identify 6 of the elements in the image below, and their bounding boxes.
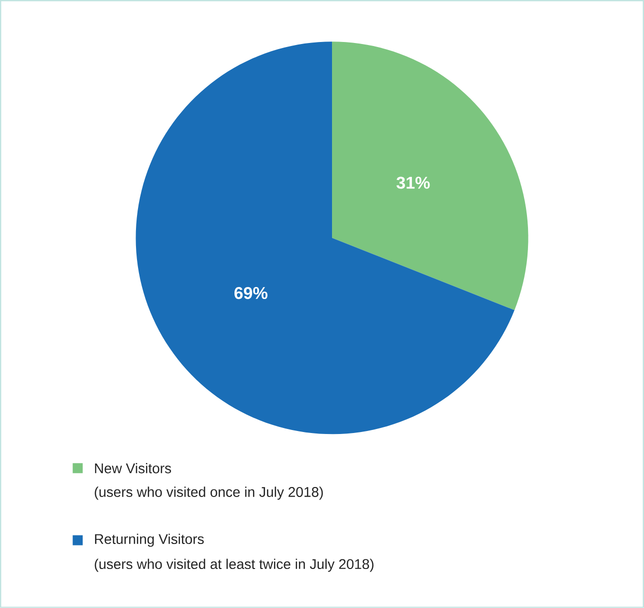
data-label: 69% (234, 287, 268, 300)
text: (users who visited at least twice in July 2018) (94, 558, 374, 572)
text: (users who visited once in July 2018) (94, 486, 323, 500)
legend-label: New Visitors (95, 463, 172, 474)
legend-label: Returning Visitors (95, 534, 204, 547)
data-label: 31% (396, 176, 430, 189)
